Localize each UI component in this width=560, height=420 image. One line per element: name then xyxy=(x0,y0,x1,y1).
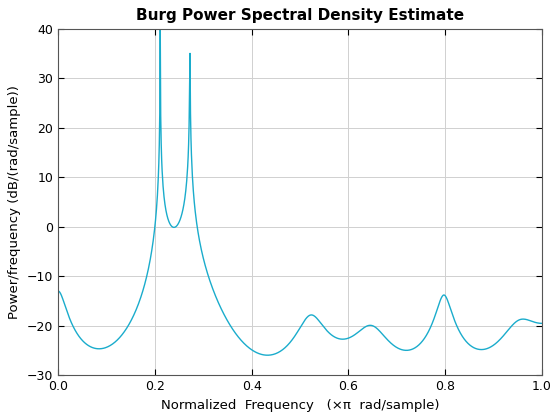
Title: Burg Power Spectral Density Estimate: Burg Power Spectral Density Estimate xyxy=(136,8,464,24)
X-axis label: Normalized  Frequency   (×π  rad/sample): Normalized Frequency (×π rad/sample) xyxy=(161,399,439,412)
Y-axis label: Power/frequency (dB/(rad/sample)): Power/frequency (dB/(rad/sample)) xyxy=(8,85,21,319)
